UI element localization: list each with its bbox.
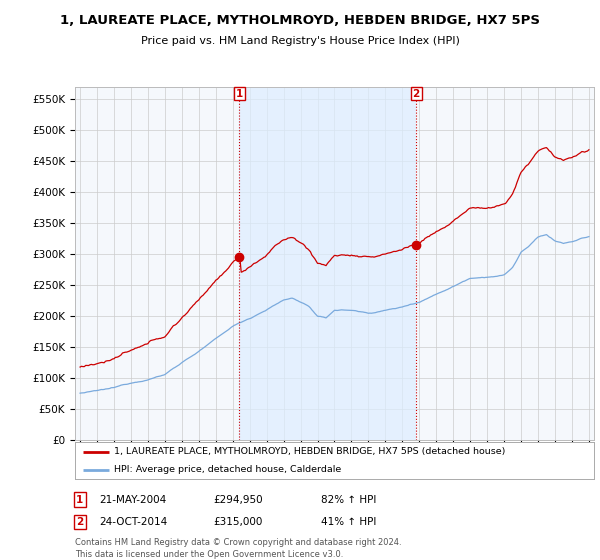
Text: 2: 2 (412, 88, 420, 99)
Text: 21-MAY-2004: 21-MAY-2004 (99, 494, 166, 505)
Text: Contains HM Land Registry data © Crown copyright and database right 2024.
This d: Contains HM Land Registry data © Crown c… (75, 538, 401, 559)
Text: 1, LAUREATE PLACE, MYTHOLMROYD, HEBDEN BRIDGE, HX7 5PS: 1, LAUREATE PLACE, MYTHOLMROYD, HEBDEN B… (60, 14, 540, 27)
Text: 82% ↑ HPI: 82% ↑ HPI (321, 494, 376, 505)
Text: 1, LAUREATE PLACE, MYTHOLMROYD, HEBDEN BRIDGE, HX7 5PS (detached house): 1, LAUREATE PLACE, MYTHOLMROYD, HEBDEN B… (114, 447, 505, 456)
Text: 1: 1 (236, 88, 243, 99)
Text: Price paid vs. HM Land Registry's House Price Index (HPI): Price paid vs. HM Land Registry's House … (140, 36, 460, 46)
Bar (239, 87, 416, 440)
Text: 1: 1 (76, 494, 83, 505)
Text: 24-OCT-2014: 24-OCT-2014 (99, 517, 167, 527)
Text: £315,000: £315,000 (213, 517, 262, 527)
Text: 41% ↑ HPI: 41% ↑ HPI (321, 517, 376, 527)
Text: HPI: Average price, detached house, Calderdale: HPI: Average price, detached house, Cald… (114, 465, 341, 474)
Text: 2: 2 (76, 517, 83, 527)
Text: £294,950: £294,950 (213, 494, 263, 505)
